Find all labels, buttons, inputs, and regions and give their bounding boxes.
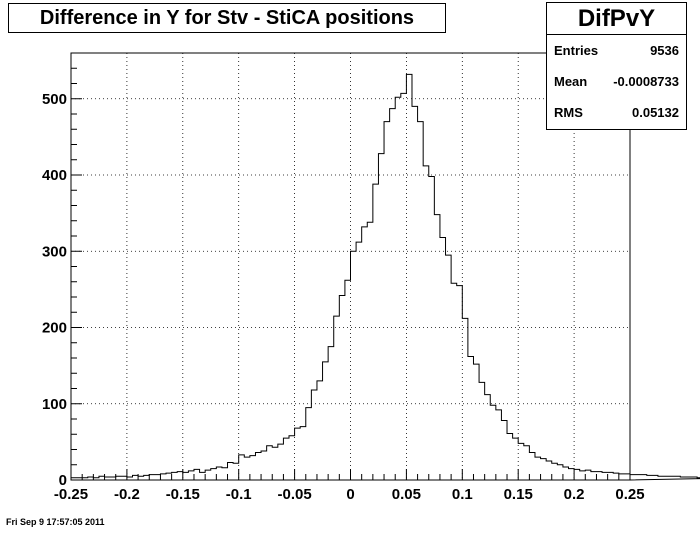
stats-row-rms: RMS 0.05132 — [547, 97, 686, 128]
chart-title: Difference in Y for Stv - StiCA position… — [39, 6, 415, 29]
x-tick-label: -0.1 — [226, 486, 252, 503]
histogram-series — [70, 73, 700, 481]
x-tick-label: 0 — [346, 486, 354, 503]
y-tick-label: 100 — [42, 396, 67, 413]
x-tick-label: 0.2 — [564, 486, 585, 503]
x-tick-label: -0.25 — [54, 486, 88, 503]
y-tick-label: 300 — [42, 243, 67, 260]
x-tick-label: 0.25 — [615, 486, 644, 503]
stats-histogram-name: DifPvY — [547, 3, 686, 35]
stats-mean-value: -0.0008733 — [613, 74, 679, 89]
footer-timestamp: Fri Sep 9 17:57:05 2011 — [6, 517, 105, 527]
stats-box: DifPvY Entries 9536 Mean -0.0008733 RMS … — [546, 2, 687, 130]
stats-rms-value: 0.05132 — [632, 105, 679, 120]
stats-row-entries: Entries 9536 — [547, 35, 686, 66]
stats-row-mean: Mean -0.0008733 — [547, 66, 686, 97]
chart-title-box: Difference in Y for Stv - StiCA position… — [8, 3, 446, 33]
stats-rms-label: RMS — [554, 105, 583, 120]
x-tick-label: -0.2 — [114, 486, 140, 503]
x-tick-label: 0.1 — [452, 486, 473, 503]
stats-mean-label: Mean — [554, 74, 588, 89]
x-tick-label: -0.05 — [277, 486, 311, 503]
y-tick-label: 400 — [42, 167, 67, 184]
y-tick-label: 0 — [59, 472, 67, 489]
x-tick-label: 0.15 — [504, 486, 533, 503]
y-tick-label: 200 — [42, 320, 67, 337]
stats-entries-value: 9536 — [650, 43, 679, 58]
stats-entries-label: Entries — [554, 43, 599, 58]
y-tick-label: 500 — [42, 91, 67, 108]
x-tick-label: -0.15 — [166, 486, 200, 503]
x-tick-label: 0.05 — [392, 486, 421, 503]
